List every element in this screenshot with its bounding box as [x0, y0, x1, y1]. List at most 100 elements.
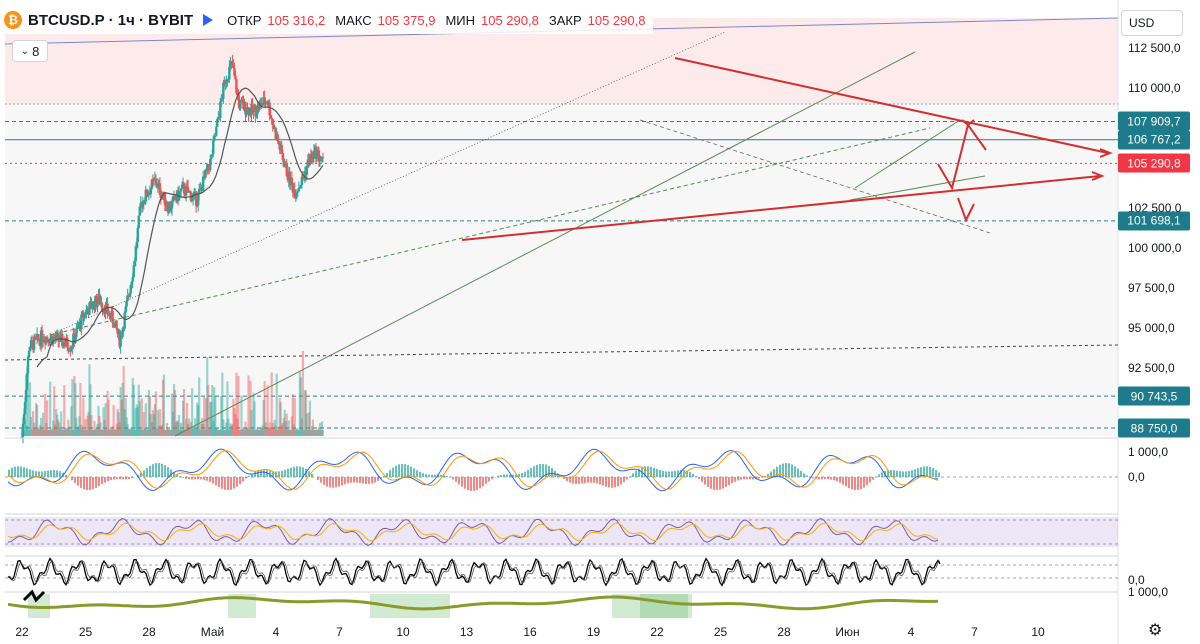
volume-bar	[67, 419, 70, 436]
macd-histogram-bar	[863, 477, 865, 488]
volume-bar	[285, 413, 288, 436]
macd-histogram-bar	[488, 477, 490, 482]
candle-body	[149, 188, 153, 195]
volume-bar	[212, 420, 215, 436]
red-support-line	[461, 175, 1101, 241]
price-badge: 106 767,2	[1118, 130, 1190, 150]
macd-histogram-bar	[587, 477, 589, 483]
volume-bar	[252, 392, 255, 436]
macd-histogram-bar	[740, 477, 742, 480]
volume-bar	[116, 408, 119, 436]
volume-bar	[55, 409, 58, 436]
macd-histogram-bar	[704, 477, 706, 485]
volume-bar	[135, 404, 138, 436]
candle-body	[27, 351, 31, 358]
volume-bar	[163, 429, 167, 436]
macd-histogram-bar	[692, 473, 694, 477]
macd-histogram-bar	[473, 477, 475, 491]
volume-bar	[173, 389, 177, 436]
volume-bar	[141, 429, 144, 436]
candle-body	[231, 61, 234, 66]
volume-bar	[93, 420, 96, 436]
candle-body	[83, 312, 86, 318]
candle-body	[308, 154, 312, 165]
candle-body	[298, 187, 302, 189]
arrow-head	[1099, 148, 1113, 158]
candle-body	[75, 328, 78, 338]
macd-histogram-bar	[896, 470, 898, 477]
volume-bar	[238, 429, 241, 436]
macd-histogram-bar	[542, 463, 544, 477]
volume-bar	[177, 415, 181, 436]
macd-histogram-bar	[110, 477, 112, 481]
volume-bar	[303, 389, 306, 436]
currency-selector[interactable]: USD	[1121, 10, 1183, 36]
volume-bar	[28, 382, 32, 436]
volume-bar	[240, 395, 243, 436]
ohlc-low-value: 105 290,8	[481, 12, 539, 28]
volume-bar	[123, 409, 126, 436]
volume-bar	[283, 409, 286, 436]
ohlc-high-label: МАКС	[335, 12, 372, 28]
volume-bar	[171, 411, 175, 436]
volume-bar	[262, 399, 265, 436]
macd-histogram-bar	[686, 470, 688, 477]
volume-bar	[53, 386, 56, 436]
flag-icon[interactable]	[203, 14, 214, 26]
macd-histogram-bar	[260, 470, 262, 477]
macd-histogram-bar	[695, 476, 697, 477]
macd-histogram-bar	[224, 477, 226, 490]
date-tick-label: 16	[523, 625, 537, 639]
volume-bar	[155, 428, 158, 436]
macd-histogram-bar	[299, 466, 301, 477]
macd-histogram-bar	[869, 477, 871, 483]
macd-histogram-bar	[878, 474, 880, 477]
price-badge: 105 290,8	[1118, 153, 1190, 173]
macd-histogram-bar	[671, 471, 673, 477]
macd-histogram-bar	[662, 470, 664, 477]
volume-bar	[74, 383, 77, 436]
indicators-toggle-button[interactable]: ⌄ 8	[12, 40, 48, 62]
volume-bar	[77, 426, 80, 436]
macd-histogram-bar	[677, 470, 679, 477]
candle-body	[111, 311, 114, 324]
candle-body	[228, 66, 231, 80]
candle-body	[135, 242, 138, 247]
candle-body	[317, 150, 321, 162]
candle-body	[227, 79, 230, 81]
macd-histogram-bar	[521, 472, 523, 477]
macd-histogram-bar	[464, 477, 466, 489]
volume-bar	[104, 403, 107, 436]
candle-body	[272, 124, 275, 129]
gear-icon[interactable]: ⚙	[1148, 620, 1163, 639]
volume-bar	[120, 399, 123, 436]
volume-bar	[167, 429, 171, 436]
volume-bar	[158, 409, 162, 436]
volume-bar	[179, 422, 183, 436]
candle-body	[302, 176, 306, 179]
volume-bar	[110, 429, 113, 436]
rsi-ma-line	[7, 522, 939, 542]
date-tick-label: 4	[272, 625, 280, 639]
candle-body	[23, 401, 27, 415]
macd-histogram-bar	[65, 474, 67, 477]
macd-histogram-bar	[851, 477, 853, 490]
volume-bar	[176, 421, 180, 436]
macd-histogram-bar	[452, 477, 454, 480]
macd-histogram-bar	[116, 477, 118, 480]
volume-bar	[295, 428, 298, 436]
candle-body	[251, 104, 254, 112]
macd-histogram-bar	[824, 477, 826, 480]
candle-body	[145, 189, 149, 197]
macd-histogram-bar	[773, 469, 775, 477]
macd-histogram-bar	[413, 468, 415, 477]
macd-histogram-bar	[35, 471, 37, 477]
macd-histogram-bar	[890, 469, 892, 477]
volume-bar	[100, 429, 103, 436]
macd-histogram-bar	[611, 477, 613, 488]
volume-bar	[26, 372, 30, 436]
macd-histogram-bar	[140, 472, 142, 477]
symbol-header[interactable]: ₿ BTCUSD.P · 1ч · BYBIT ОТКР 105 316,2 МА…	[4, 6, 654, 34]
